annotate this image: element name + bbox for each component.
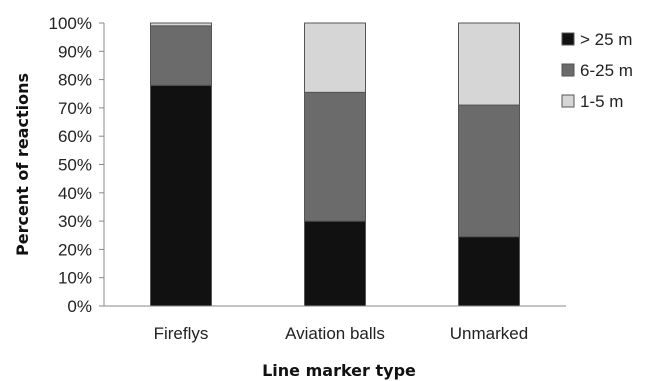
- bar-segment: [304, 22, 366, 93]
- y-tick-label: 10%: [58, 269, 92, 288]
- bars-group: [150, 22, 520, 307]
- y-tick-label: 50%: [58, 156, 92, 175]
- y-tick-label: 0%: [67, 297, 92, 316]
- x-tick-label: Fireflys: [154, 324, 209, 343]
- y-tick-label: 70%: [58, 99, 92, 118]
- x-axis-title: Line marker type: [262, 361, 416, 380]
- y-axis-title: Percent of reactions: [13, 73, 32, 256]
- y-tick-label: 30%: [58, 212, 92, 231]
- y-tick-label: 20%: [58, 240, 92, 259]
- y-tick-label: 60%: [58, 127, 92, 146]
- x-tick-group: Fireflys Aviation balls Unmarked: [154, 324, 529, 343]
- bar-segment: [458, 236, 520, 307]
- bar-segment: [458, 104, 520, 238]
- legend-swatch: [561, 32, 575, 46]
- y-tick-label: 80%: [58, 71, 92, 90]
- legend-swatch: [561, 94, 575, 108]
- bar-segment: [150, 84, 212, 307]
- legend-swatch: [561, 63, 575, 77]
- y-tick-label: 100%: [49, 14, 92, 33]
- legend-label: > 25 m: [580, 30, 632, 49]
- y-tick-label: 40%: [58, 184, 92, 203]
- y-tick-label: 90%: [58, 42, 92, 61]
- bar-segment: [304, 220, 366, 307]
- legend-label: 6-25 m: [580, 61, 633, 80]
- legend-label: 1-5 m: [580, 92, 623, 111]
- x-tick-label: Aviation balls: [285, 324, 385, 343]
- bar-segment: [458, 22, 520, 106]
- bar-segment: [150, 25, 212, 86]
- bar-segment: [150, 22, 212, 27]
- bar-segment: [304, 91, 366, 222]
- x-tick-label: Unmarked: [450, 324, 528, 343]
- y-tick-group: 0% 10% 20% 30% 40% 50% 60% 70% 80% 90% 100%: [49, 14, 104, 316]
- legend: > 25 m 6-25 m 1-5 m: [561, 30, 633, 111]
